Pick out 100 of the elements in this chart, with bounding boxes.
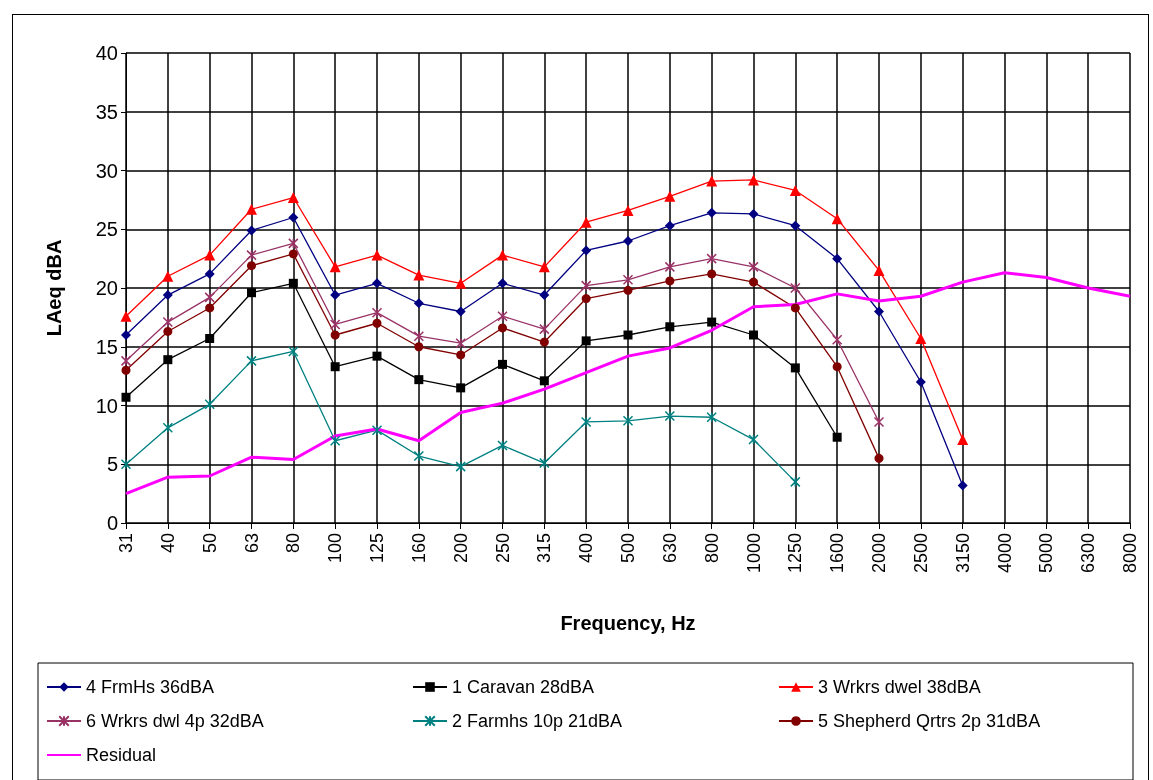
point xyxy=(288,278,298,288)
point xyxy=(832,362,842,372)
point xyxy=(874,306,884,317)
point xyxy=(372,351,382,361)
point xyxy=(580,280,592,291)
point xyxy=(539,337,549,347)
x-tick-label: 5000 xyxy=(1036,533,1057,574)
point xyxy=(497,440,508,451)
point xyxy=(539,323,550,335)
point xyxy=(497,310,508,322)
x-tick-label: 40 xyxy=(157,533,178,554)
point xyxy=(288,212,299,223)
point xyxy=(121,330,131,340)
point xyxy=(455,277,467,289)
point xyxy=(414,375,424,385)
point xyxy=(205,303,215,313)
point xyxy=(623,285,633,295)
point xyxy=(581,294,591,304)
point xyxy=(455,306,466,317)
point xyxy=(622,415,634,427)
y-tick-label: 25 xyxy=(95,218,118,241)
point xyxy=(121,365,131,375)
legend-label: 4 FrmHs 36dBA xyxy=(86,677,215,697)
point xyxy=(706,207,717,218)
point xyxy=(247,261,256,271)
point xyxy=(707,269,717,279)
point xyxy=(330,290,341,301)
point xyxy=(915,377,926,387)
legend-label: 6 Wrkrs dwl 4p 32dBA xyxy=(86,711,264,731)
point xyxy=(246,225,257,236)
point xyxy=(790,363,800,373)
point xyxy=(456,350,466,360)
point xyxy=(831,334,843,345)
point xyxy=(247,288,256,298)
point xyxy=(204,268,215,279)
x-tick-label: 6300 xyxy=(1078,533,1099,574)
point xyxy=(874,453,884,463)
point xyxy=(706,253,717,264)
point xyxy=(163,355,173,365)
y-tick-label: 10 xyxy=(95,394,118,417)
point xyxy=(539,457,550,469)
point xyxy=(748,434,759,445)
point xyxy=(246,249,257,261)
point xyxy=(790,282,801,294)
x-tick-label: 400 xyxy=(576,533,597,564)
point xyxy=(581,245,592,256)
y-tick-label: 5 xyxy=(106,453,118,476)
point xyxy=(664,190,676,202)
x-axis-title: Frequency, Hz xyxy=(560,612,696,634)
y-tick-label: 20 xyxy=(95,277,118,299)
y-tick-label: 0 xyxy=(106,512,118,534)
x-tick-label: 500 xyxy=(618,533,638,564)
point xyxy=(664,220,675,231)
point xyxy=(204,399,215,410)
x-tick-label: 100 xyxy=(325,533,346,564)
point xyxy=(498,323,507,333)
point xyxy=(120,459,132,470)
point xyxy=(790,303,800,313)
point xyxy=(162,270,174,282)
point xyxy=(163,326,173,336)
point xyxy=(120,355,132,367)
point xyxy=(414,342,424,352)
y-tick-label: 15 xyxy=(95,335,118,358)
point xyxy=(623,330,633,340)
point xyxy=(622,274,634,286)
y-tick-label: 30 xyxy=(95,159,118,182)
point xyxy=(413,330,425,342)
x-tick-label: 3150 xyxy=(952,533,973,574)
point xyxy=(413,269,425,281)
point xyxy=(288,346,299,357)
point xyxy=(581,336,591,346)
legend-label: 3 Wrkrs dwel 38dBA xyxy=(818,677,981,697)
x-tick-label: 200 xyxy=(450,533,471,564)
point xyxy=(538,261,550,273)
point xyxy=(329,261,341,273)
legend-label: 1 Caravan 28dBA xyxy=(452,677,595,697)
point xyxy=(873,416,885,428)
x-tick-label: 1600 xyxy=(827,533,848,574)
point xyxy=(831,213,843,225)
point xyxy=(204,249,216,261)
point xyxy=(580,216,592,228)
point xyxy=(455,461,466,472)
point xyxy=(120,310,132,322)
point xyxy=(497,278,508,289)
point xyxy=(329,435,341,446)
point xyxy=(623,236,633,246)
point xyxy=(498,359,507,369)
point xyxy=(162,290,173,301)
x-tick-label: 125 xyxy=(367,533,387,564)
point xyxy=(372,318,382,328)
point xyxy=(957,480,968,491)
x-tick-label: 315 xyxy=(534,533,555,564)
point xyxy=(790,220,801,231)
point xyxy=(664,410,676,422)
point xyxy=(413,450,425,462)
point xyxy=(957,434,969,446)
legend-label: Residual xyxy=(86,745,157,765)
point xyxy=(748,174,759,186)
point xyxy=(371,307,383,318)
point xyxy=(204,292,215,303)
